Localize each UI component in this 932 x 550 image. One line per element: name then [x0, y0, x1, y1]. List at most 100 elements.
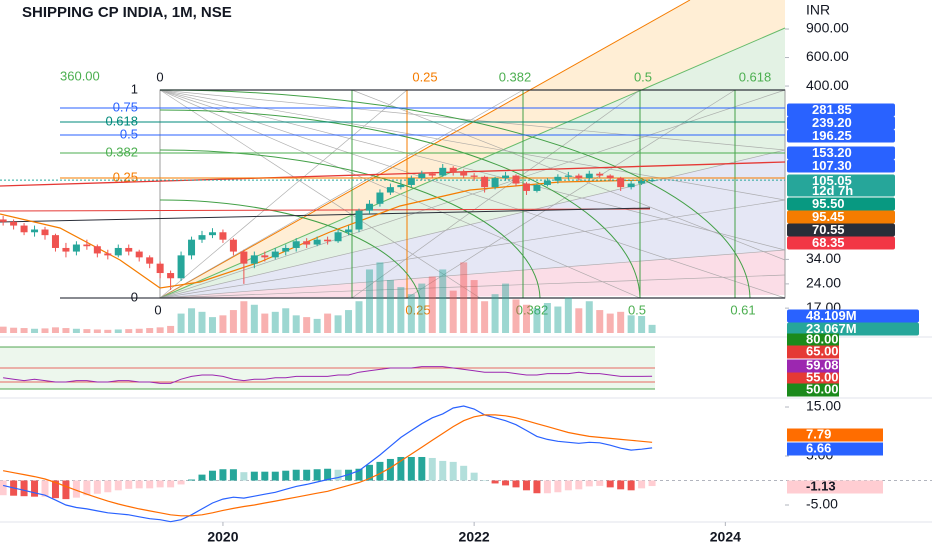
histogram-bar [51, 480, 59, 499]
histogram-bar [313, 469, 321, 481]
histogram-bar [334, 469, 342, 481]
histogram-bar [355, 468, 363, 481]
candle-body [386, 187, 394, 193]
price-badge-label: 95.50 [812, 196, 845, 211]
histogram-bar [407, 456, 415, 481]
fib-level-label: 1 [131, 81, 138, 96]
fib-level-label: 0.5 [120, 126, 138, 141]
fib-time-label: 0 [156, 69, 163, 84]
fib-label: 360.00 [60, 68, 100, 83]
volume-bar [470, 280, 478, 333]
volume-bar [596, 310, 604, 333]
candle-body [31, 229, 39, 233]
histogram-bar [198, 474, 206, 481]
rsi-level-badge [787, 333, 839, 347]
price-badge [787, 103, 895, 117]
rsi-level-badge [787, 371, 839, 385]
candle-body [575, 175, 583, 179]
volume-bar [439, 269, 447, 333]
candle-body [397, 184, 405, 188]
price-badge [787, 236, 895, 250]
fib-level-label: 0.618 [105, 113, 138, 128]
candle-body [62, 247, 70, 252]
fib-time-label: 0.61 [730, 302, 755, 317]
volume-bar [617, 311, 625, 333]
fib-time-label: 0.25 [405, 302, 430, 317]
price-badge [787, 129, 895, 143]
fib-level-label: 0 [131, 289, 138, 304]
x-tick-label: 2024 [710, 529, 741, 545]
volume-bar [198, 311, 206, 333]
volume-bar [167, 325, 175, 333]
volume-bar [0, 326, 7, 333]
price-badge-label: 68.35 [812, 235, 845, 250]
histogram-bar [522, 480, 530, 491]
candle-body [125, 247, 133, 252]
candle-body [596, 173, 604, 176]
candle-body [334, 232, 342, 242]
candle-body [0, 219, 7, 222]
volume-ma-badge [787, 309, 919, 323]
histogram-bar [219, 469, 227, 481]
histogram-bar [470, 472, 478, 481]
volume-bar [177, 313, 185, 333]
volume-bar [491, 294, 499, 333]
volume-bar [575, 308, 583, 333]
volume-bar [564, 297, 572, 333]
histogram-bar [627, 480, 635, 491]
histogram-bar [386, 458, 394, 481]
histogram-bar [481, 480, 489, 482]
price-badge-label: 105.05 [812, 173, 852, 188]
histogram-bar [564, 480, 572, 491]
fib-time-label: 0.5 [628, 302, 646, 317]
volume-bar [250, 304, 258, 333]
volume-bar [502, 283, 510, 333]
candle-body [146, 257, 154, 264]
rsi-level-label: 55.00 [806, 369, 839, 384]
trend-line [0, 208, 651, 212]
volume-bar [261, 313, 269, 333]
fib-level-label: 0.75 [113, 99, 138, 114]
volume-bar [303, 317, 311, 333]
histogram-bar [41, 480, 49, 497]
candle-body [522, 183, 530, 191]
volume-bar [334, 315, 342, 333]
fib-time-label: 0.382 [516, 302, 549, 317]
candle-body [114, 247, 122, 256]
histogram-bar [428, 457, 436, 481]
price-badge-label: 196.25 [812, 128, 852, 143]
volume-label: 23.067M [806, 321, 857, 336]
candle-body [439, 167, 447, 176]
candle-body [135, 251, 143, 258]
volume-bar [543, 302, 551, 333]
histogram-bar [617, 480, 625, 490]
candle-body [250, 255, 258, 264]
histogram-bar [31, 480, 39, 497]
candle-body [167, 273, 175, 279]
volume-bar [20, 328, 28, 333]
candle-body [491, 178, 499, 188]
y-tick-label: -5.00 [806, 496, 838, 512]
candle-body [240, 251, 248, 264]
histogram-bar [376, 461, 384, 481]
fib-time-label: 0.5 [634, 69, 652, 84]
histogram-bar [303, 469, 311, 481]
candle-body [271, 251, 279, 258]
volume-bar [648, 324, 656, 333]
candle-body [606, 175, 614, 179]
fib-time-label: 0.25 [412, 69, 437, 84]
histogram-bar [188, 479, 196, 481]
volume-bar [481, 301, 489, 333]
histogram-bar [365, 464, 373, 481]
fan-fill [160, 0, 785, 298]
price-badge [787, 159, 895, 173]
hist-badge [787, 480, 883, 494]
volume-bar [104, 329, 112, 333]
candle-body [481, 176, 489, 188]
histogram-bar [606, 480, 614, 488]
macd-badge [787, 442, 883, 456]
candle-body [104, 253, 112, 256]
histogram-bar [240, 472, 248, 481]
histogram-bar [114, 480, 122, 491]
candle-body [627, 183, 635, 188]
